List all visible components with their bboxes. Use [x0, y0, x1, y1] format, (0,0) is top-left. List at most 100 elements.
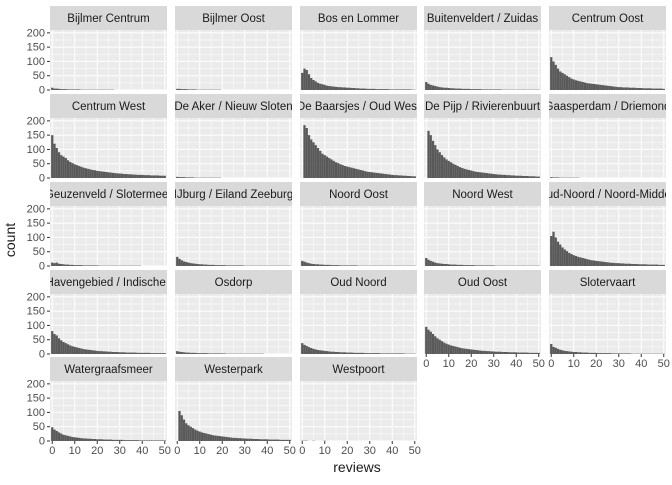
histogram-bar [58, 338, 60, 354]
histogram-bar [181, 177, 183, 178]
histogram-bar [128, 440, 130, 441]
histogram-bar [620, 87, 622, 90]
histogram-bar [479, 89, 481, 90]
x-tick-label: 30 [613, 358, 625, 370]
y-tick-label: 50 [33, 334, 45, 346]
histogram-bar [83, 438, 85, 441]
histogram-bar [656, 89, 658, 90]
histogram-bar [192, 428, 194, 441]
histogram-bar [137, 175, 139, 178]
histogram-bar [78, 265, 80, 266]
histogram-bar [214, 353, 216, 354]
histogram-bar [76, 89, 78, 90]
histogram-bar [441, 87, 443, 90]
histogram-bar [550, 236, 552, 266]
histogram-bar [328, 158, 330, 178]
histogram-bar [466, 349, 468, 354]
histogram-bar [62, 157, 64, 178]
histogram-bar [502, 352, 504, 354]
histogram-bar [143, 353, 145, 354]
histogram-bar [51, 135, 53, 178]
histogram-bar [520, 176, 522, 178]
histogram-bar [360, 89, 362, 90]
histogram-bar [98, 171, 100, 178]
histogram-bar [310, 139, 312, 178]
y-tick-label: 50 [33, 421, 45, 433]
histogram-bar [210, 353, 212, 354]
facet-panel: Noord West [424, 182, 541, 266]
histogram-bar [201, 353, 203, 354]
histogram-bar [337, 352, 339, 354]
histogram-bar [69, 436, 71, 441]
histogram-bar [564, 249, 566, 266]
histogram-bar [380, 173, 382, 178]
facet-strip-label: Oud-Noord / Noord-Midden [538, 189, 672, 201]
histogram-bar [74, 164, 76, 178]
histogram-bar [472, 89, 474, 90]
histogram-bar [98, 351, 100, 354]
histogram-bar [649, 265, 651, 266]
histogram-bar [511, 352, 513, 354]
histogram-bar [472, 265, 474, 266]
x-tick-label: 0 [548, 358, 554, 370]
histogram-bar [430, 261, 432, 266]
histogram-bar [584, 259, 586, 266]
histogram-bar [461, 168, 463, 178]
histogram-bar [566, 76, 568, 90]
x-tick-label: 20 [91, 445, 103, 457]
histogram-bar [190, 263, 192, 266]
histogram-bar [241, 438, 243, 441]
histogram-bar [78, 166, 80, 178]
histogram-bar [382, 89, 384, 90]
histogram-bar [321, 154, 323, 178]
histogram-bar [103, 351, 105, 354]
histogram-bar [146, 440, 148, 441]
x-tick-label: 30 [239, 445, 251, 457]
histogram-bar [393, 175, 395, 178]
histogram-bar [241, 265, 243, 266]
histogram-bar [517, 353, 519, 354]
histogram-bar [459, 167, 461, 178]
histogram-bar [597, 85, 599, 90]
histogram-bar [83, 349, 85, 354]
histogram-bar [448, 88, 450, 90]
histogram-bar [611, 353, 613, 354]
histogram-bar [380, 353, 382, 354]
histogram-bar [208, 434, 210, 441]
histogram-bar [407, 176, 409, 178]
histogram-bar [463, 265, 465, 266]
histogram-bar [477, 265, 479, 266]
histogram-bar [470, 349, 472, 354]
histogram-bar [319, 151, 321, 178]
y-tick-label: 150 [27, 393, 45, 405]
facet-panel: Buitenveldert / Zuidas [424, 6, 541, 90]
histogram-bar [58, 89, 60, 90]
histogram-bar [161, 440, 163, 441]
histogram-bar [143, 175, 145, 178]
histogram-bar [235, 438, 237, 441]
histogram-bar [591, 260, 593, 266]
x-tick-label: 50 [409, 445, 421, 457]
histogram-bar [636, 264, 638, 266]
histogram-bar [85, 438, 87, 441]
histogram-bar [609, 263, 611, 266]
histogram-bar [326, 265, 328, 266]
histogram-bar [319, 350, 321, 354]
x-tick-label: 40 [261, 445, 273, 457]
histogram-bar [481, 265, 483, 266]
histogram-bar [454, 165, 456, 178]
histogram-bar [344, 87, 346, 90]
histogram-bar [636, 88, 638, 90]
histogram-bar [116, 352, 118, 354]
histogram-bar [402, 89, 404, 90]
histogram-bar [533, 176, 535, 178]
histogram-bar [262, 439, 264, 441]
histogram-bar [306, 263, 308, 266]
y-tick-label: 150 [27, 218, 45, 230]
histogram-bar [362, 89, 364, 90]
histogram-bar [339, 352, 341, 354]
histogram-bar [130, 440, 132, 441]
histogram-bar [308, 263, 310, 266]
histogram-bar [303, 262, 305, 266]
